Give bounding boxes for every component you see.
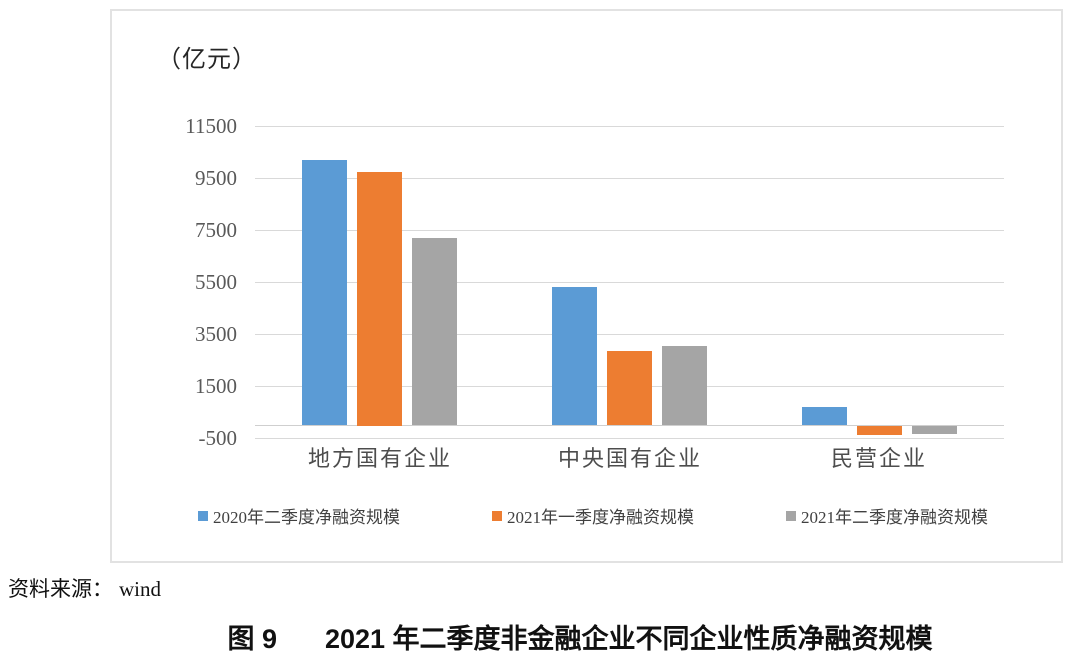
bar: [857, 426, 902, 435]
bar-chart-plot: 11500 9500 7500 5500 3500 1500 -500 地方国有企业 中央国有企…: [112, 11, 1061, 561]
bar: [607, 351, 652, 425]
grid-line: [255, 282, 1004, 283]
legend-item: 2021年一季度净融资规模: [492, 503, 694, 528]
grid-line: [255, 334, 1004, 335]
y-tick-label: -500: [198, 426, 238, 450]
legend-swatch: [198, 510, 208, 521]
data-source-label: 资料来源：: [8, 577, 113, 601]
legend-item: 2021年二季度净融资规模: [786, 503, 988, 528]
bar: [412, 238, 457, 425]
grid-line: [255, 178, 1004, 179]
figure-caption-title: 2021 年二季度非金融企业不同企业性质净融资规模: [324, 624, 933, 654]
category-label: 中央国有企业: [557, 446, 702, 471]
x-axis-line: [255, 425, 1004, 426]
legend-label: 2021年二季度净融资规模: [801, 508, 988, 527]
grid-line: [255, 126, 1004, 127]
figure-number: 图 9: [227, 624, 277, 654]
grid-line: [255, 230, 1004, 231]
y-tick-label: 3500: [195, 322, 237, 346]
legend-swatch: [492, 510, 502, 521]
data-source-line: 资料来源： wind: [8, 573, 161, 603]
chart-figure: （亿元） 11500 9500 7500 5500 3500 1500 -500 地方国有企业…: [110, 9, 1063, 563]
category-label: 民营企业: [830, 446, 927, 471]
data-source-value: wind: [119, 577, 161, 601]
grid-line: [255, 438, 1004, 439]
legend-label: 2021年一季度净融资规模: [507, 508, 694, 527]
y-tick-label: 9500: [195, 166, 237, 190]
bar: [302, 160, 347, 425]
legend-item: 2020年二季度净融资规模: [198, 503, 400, 528]
category-label: 地方国有企业: [307, 446, 452, 471]
legend-label: 2020年二季度净融资规模: [213, 508, 400, 527]
figure-caption: 图 9 2021 年二季度非金融企业不同企业性质净融资规模: [80, 617, 1080, 656]
y-tick-label: 1500: [195, 374, 237, 398]
bar: [552, 287, 597, 425]
bar: [802, 407, 847, 425]
y-axis-unit-label: （亿元）: [157, 47, 257, 73]
bar: [912, 426, 957, 434]
bar: [662, 346, 707, 425]
legend-swatch: [786, 510, 796, 521]
y-tick-label: 11500: [185, 114, 237, 138]
chart-legend: 2020年二季度净融资规模 2021年一季度净融资规模 2021年二季度净融资规模: [198, 503, 988, 528]
y-tick-label: 7500: [195, 218, 237, 242]
y-tick-label: 5500: [195, 270, 237, 294]
bar: [357, 172, 402, 426]
